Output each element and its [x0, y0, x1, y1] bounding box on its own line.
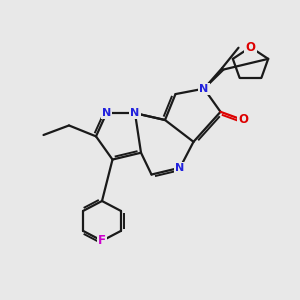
- Text: N: N: [130, 108, 140, 118]
- Text: N: N: [176, 163, 184, 173]
- Text: O: O: [245, 41, 256, 54]
- Text: N: N: [102, 108, 111, 118]
- Text: O: O: [238, 113, 248, 127]
- Text: N: N: [200, 84, 208, 94]
- Text: F: F: [98, 234, 106, 247]
